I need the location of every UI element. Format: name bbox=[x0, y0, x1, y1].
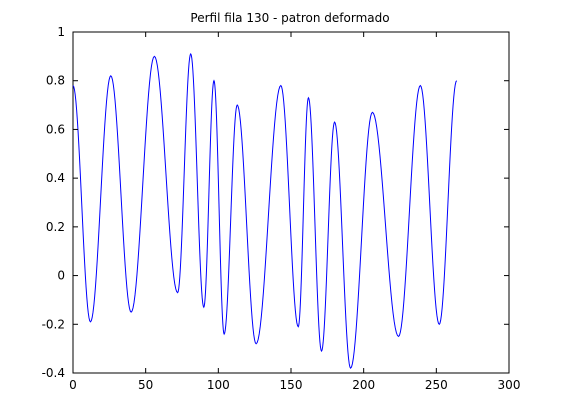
y-tick-label: 0 bbox=[57, 269, 65, 283]
x-tick-label: 0 bbox=[69, 378, 77, 392]
x-tick-label: 300 bbox=[498, 378, 521, 392]
plot-area bbox=[72, 31, 510, 374]
x-tick-label: 200 bbox=[352, 378, 375, 392]
y-tick-label: -0.4 bbox=[42, 366, 65, 380]
y-tick-label: 0.6 bbox=[46, 122, 65, 136]
x-tick-label: 100 bbox=[207, 378, 230, 392]
y-tick-label: 0.4 bbox=[46, 171, 65, 185]
y-tick-label: 0.2 bbox=[46, 220, 65, 234]
y-tick-label: 0.8 bbox=[46, 74, 65, 88]
x-tick-label: 150 bbox=[280, 378, 303, 392]
axes-box bbox=[72, 31, 510, 374]
x-tick-label: 250 bbox=[425, 378, 448, 392]
y-tick-label: -0.2 bbox=[42, 317, 65, 331]
y-tick-label: 1 bbox=[57, 25, 65, 39]
chart-title: Perfil fila 130 - patron deformado bbox=[190, 11, 389, 25]
series-line bbox=[72, 52, 458, 369]
y-axis: -0.4 -0.2 0 0.2 0.4 0.6 0.8 1 bbox=[42, 25, 509, 380]
x-tick-label: 50 bbox=[138, 378, 153, 392]
x-axis: 0 50 100 150 200 250 300 bbox=[69, 32, 520, 392]
